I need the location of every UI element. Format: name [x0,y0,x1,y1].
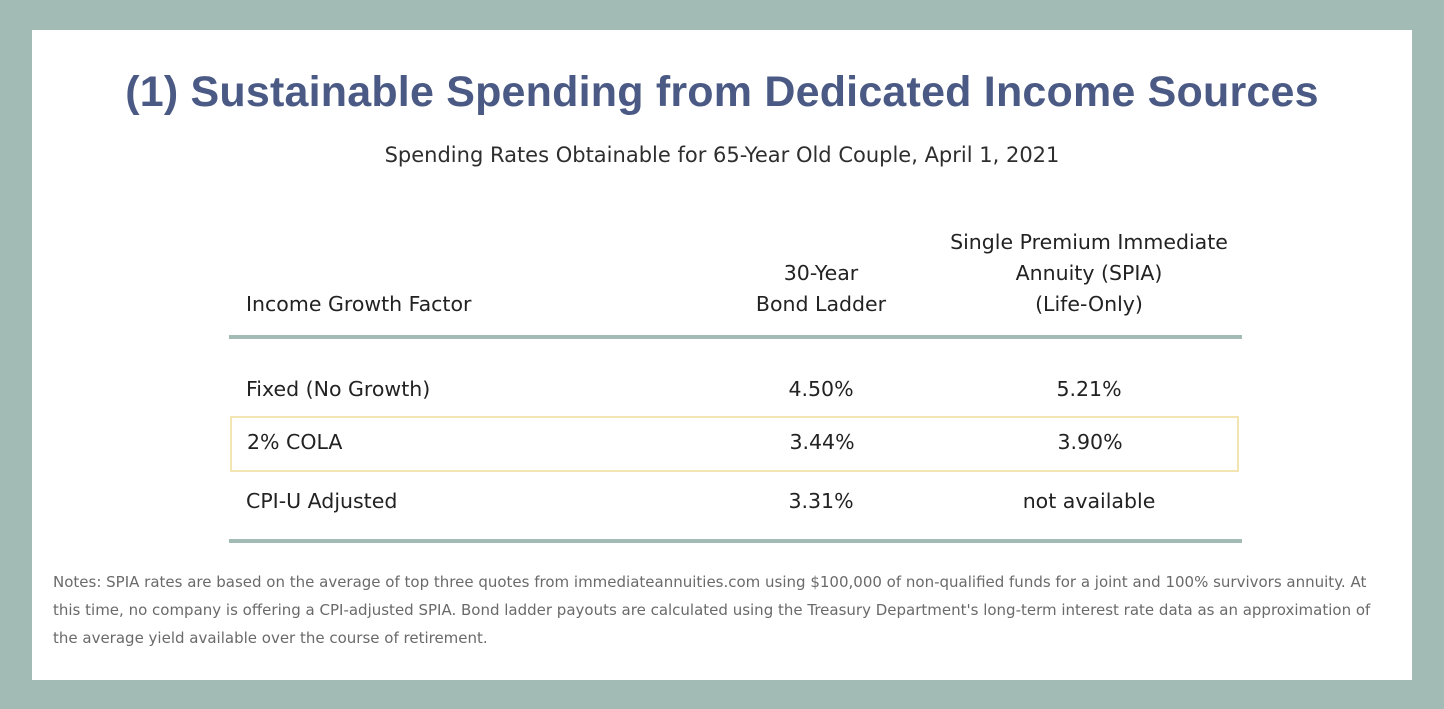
header-divider [229,335,1242,339]
header-spia: Single Premium Immediate Annuity (SPIA) … [929,227,1249,320]
cell-bond-ladder: 3.31% [788,489,854,513]
cell-spia: not available [1022,489,1156,513]
header-bond-ladder: 30-Year Bond Ladder [691,258,951,320]
header-income-growth-factor: Income Growth Factor [246,292,472,316]
table-body: Fixed (No Growth) 4.50% 5.21% 2% COLA 3.… [229,339,1242,539]
table-notes: Notes: SPIA rates are based on the avera… [53,573,1371,647]
cell-factor: Fixed (No Growth) [246,377,431,401]
cell-bond-ladder: 4.50% [788,377,854,401]
chart-card: (1) Sustainable Spending from Dedicated … [32,30,1412,680]
header-bond-ladder-line-2: Bond Ladder [755,292,887,316]
table-row: Fixed (No Growth) 4.50% 5.21% [229,363,1242,417]
cell-spia: 5.21% [1056,377,1122,401]
header-spia-line-1: Single Premium Immediate [950,230,1228,254]
chart-subtitle: Spending Rates Obtainable for 65-Year Ol… [384,143,1060,167]
chart-title: (1) Sustainable Spending from Dedicated … [125,68,1319,116]
table-header: Income Growth Factor 30-Year Bond Ladder… [229,205,1242,317]
cell-factor: CPI-U Adjusted [246,489,398,513]
table-row: CPI-U Adjusted 3.31% not available [229,475,1242,529]
table-bottom-divider [229,539,1242,543]
header-spia-line-2: Annuity (SPIA) [1015,261,1163,285]
table-row-highlighted: 2% COLA 3.44% 3.90% [230,416,1239,472]
header-bond-ladder-line-1: 30-Year [783,261,859,285]
header-spia-line-3: (Life-Only) [1035,292,1143,316]
cell-spia: 3.90% [1057,430,1123,454]
cell-factor: 2% COLA [247,430,343,454]
cell-bond-ladder: 3.44% [789,430,855,454]
spending-rates-table: Income Growth Factor 30-Year Bond Ladder… [229,205,1242,543]
